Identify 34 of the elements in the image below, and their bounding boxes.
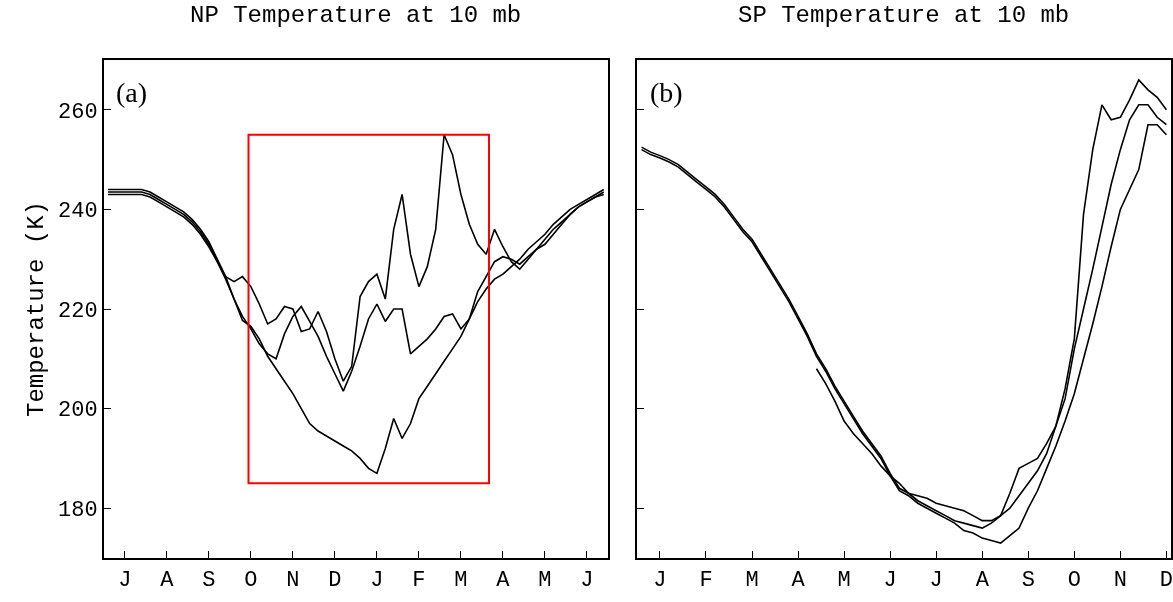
x-tick-label: M [745,568,759,594]
chart-title: SP Temperature at 10 mb [738,2,1070,29]
x-tick-label: O [244,568,258,594]
x-tick-label: J [370,568,384,594]
x-tick-label: A [791,568,806,594]
x-tick-label: D [1159,568,1173,594]
annotation: (b) [650,77,683,108]
x-tick-label: M [538,568,552,594]
x-tick-label: F [412,568,426,594]
x-tick-label: J [883,568,897,594]
x-tick-label: O [1067,568,1081,594]
annotation: (a) [116,77,148,108]
y-axis-title: Temperature (K) [22,200,50,418]
y-tick-label: 220 [58,298,98,324]
x-tick-label: A [496,568,511,594]
x-tick-label: S [1021,568,1035,594]
x-tick-label: M [837,568,851,594]
chart-title: NP Temperature at 10 mb [190,2,522,29]
x-tick-label: N [1113,568,1127,594]
x-tick-label: A [160,568,175,594]
x-tick-label: J [929,568,943,594]
x-tick-label: S [202,568,216,594]
x-tick-label: A [975,568,990,594]
y-tick-label: 240 [58,199,98,225]
x-tick-label: F [699,568,713,594]
x-tick-label: J [653,568,667,594]
x-tick-label: J [118,568,132,594]
x-tick-label: D [328,568,342,594]
x-tick-label: J [580,568,594,594]
y-tick-label: 260 [58,99,98,125]
y-tick-label: 180 [58,497,98,523]
x-tick-label: M [454,568,468,594]
x-tick-label: N [286,568,300,594]
y-tick-label: 200 [58,398,98,424]
